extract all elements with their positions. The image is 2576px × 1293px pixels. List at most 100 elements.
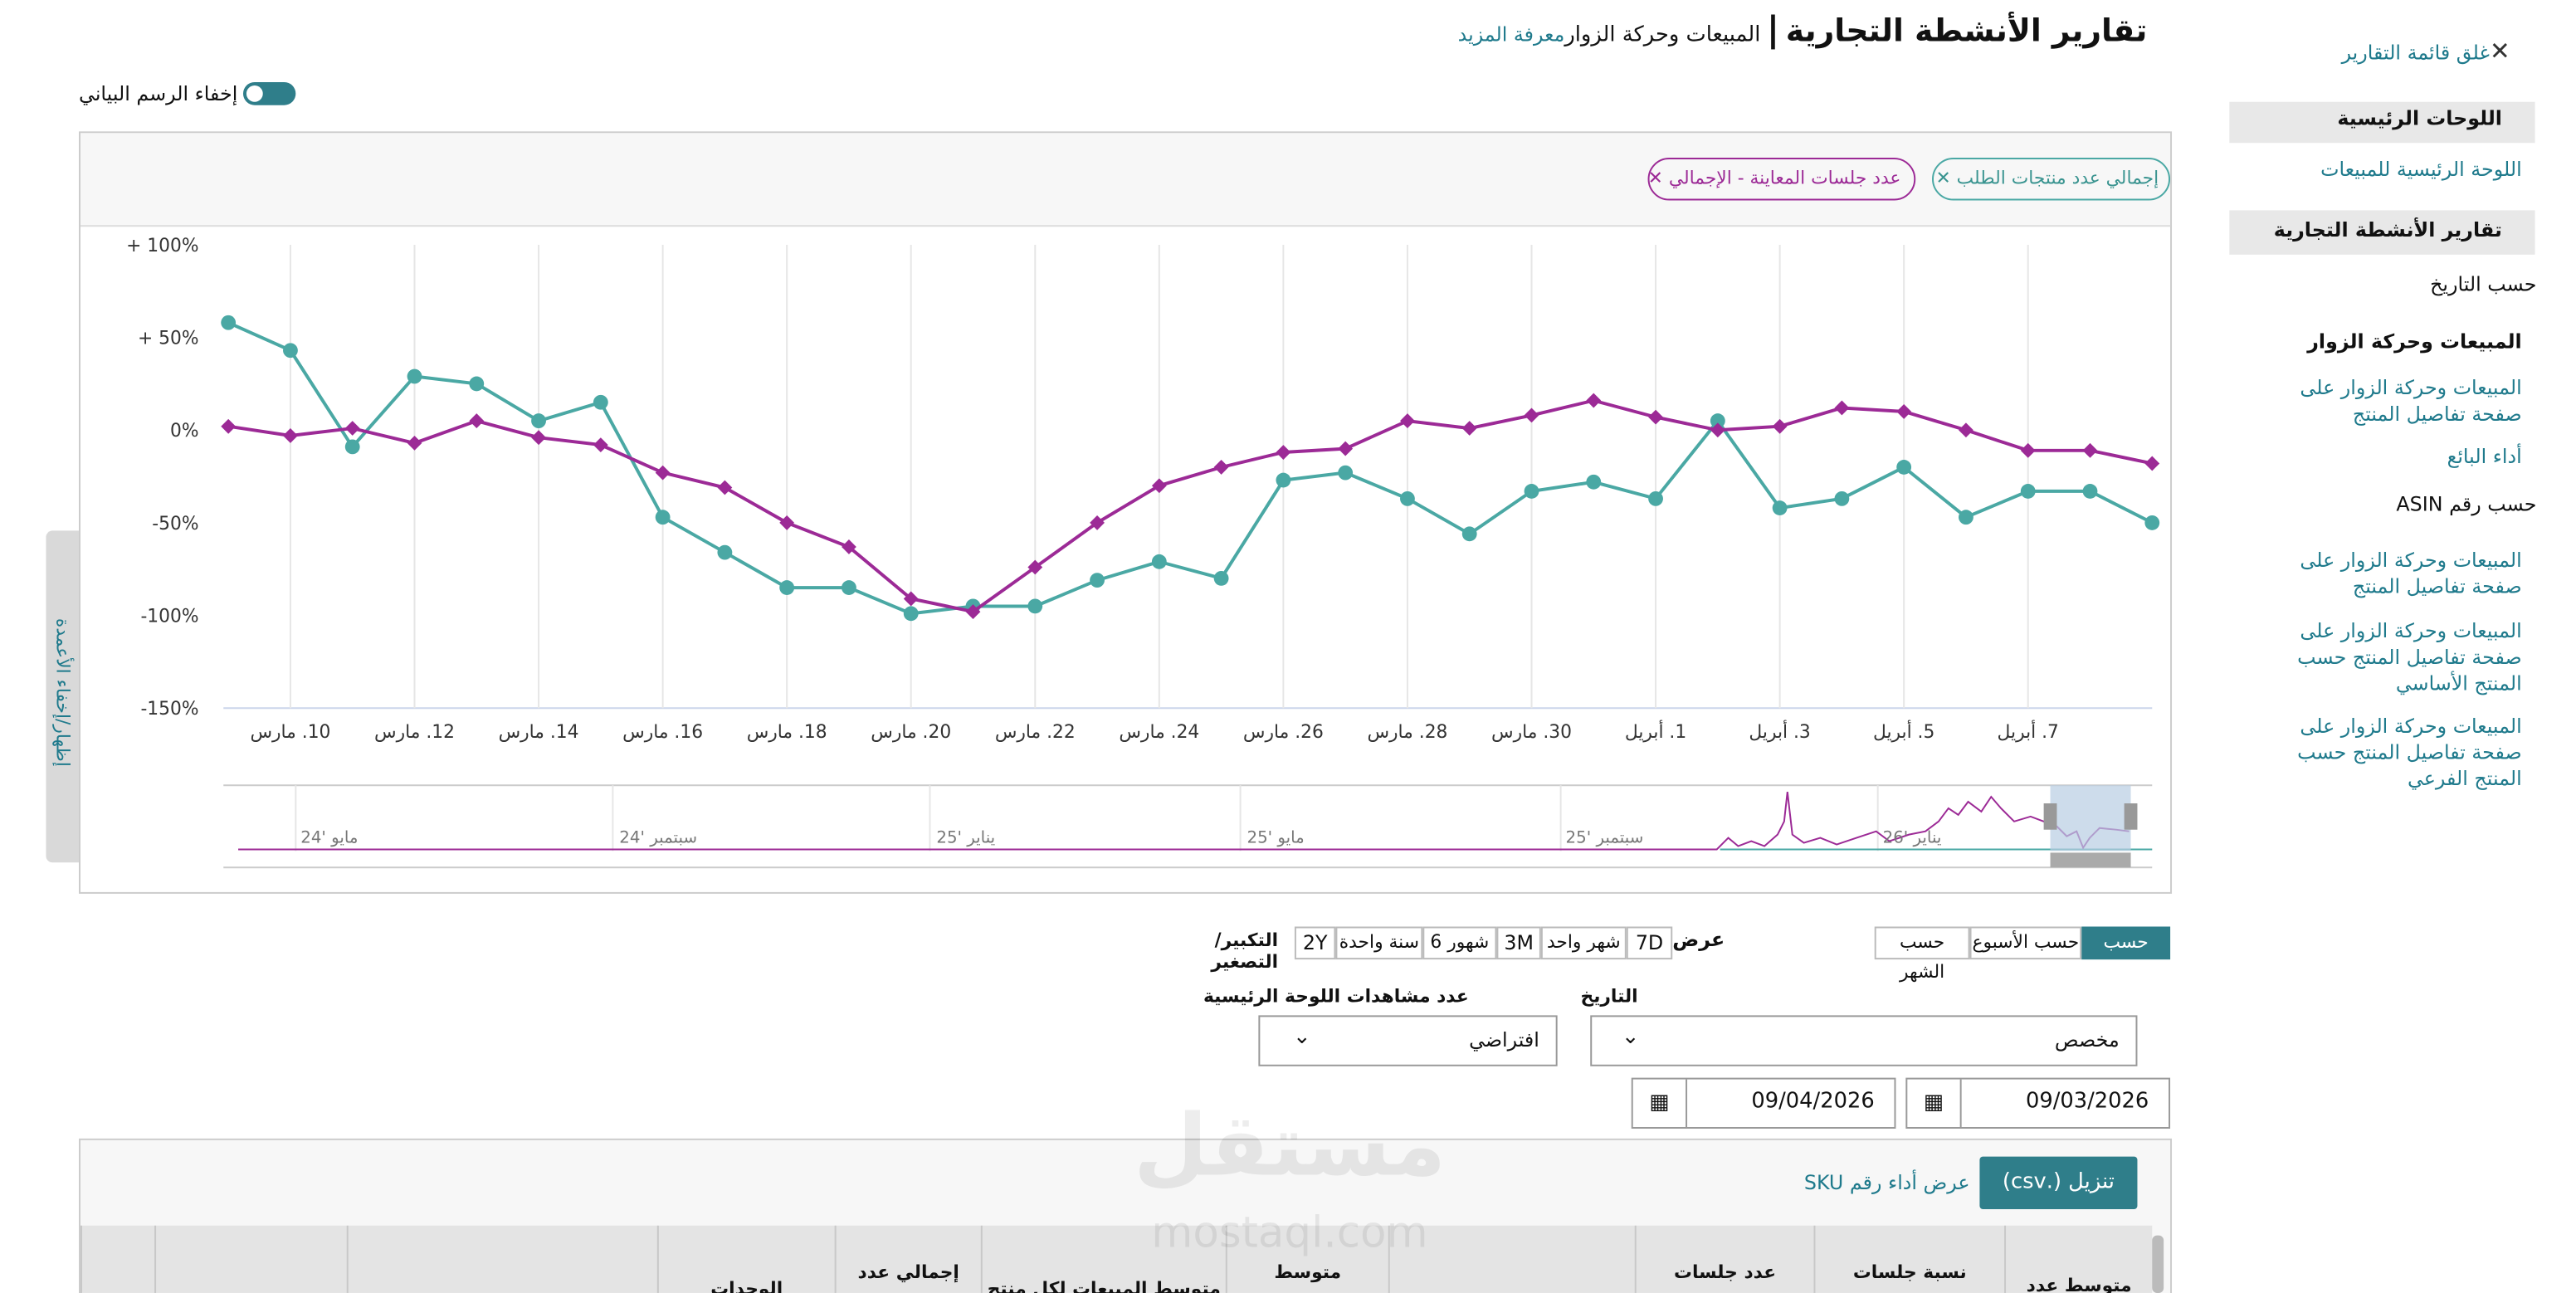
data-point bbox=[344, 421, 360, 436]
data-point bbox=[1648, 409, 1663, 425]
nav-link[interactable]: المبيعات وحركة الزوار على صفحة تفاصيل ال… bbox=[2297, 715, 2522, 791]
series-line bbox=[227, 320, 2154, 616]
date-value: 09/03/2026 bbox=[2025, 1089, 2149, 1115]
granularity-button[interactable]: حسب الأسبوع bbox=[1969, 926, 2082, 960]
data-point bbox=[1090, 573, 1105, 588]
y-tick-label: -100% bbox=[140, 606, 198, 627]
data-point bbox=[2144, 515, 2160, 530]
zoom-button[interactable]: سنة واحدة bbox=[1335, 926, 1423, 960]
x-tick-label: 28. مارس bbox=[1367, 722, 1447, 743]
series-chip[interactable]: عدد جلسات المعاينة - الإجمالي ✕ bbox=[1647, 158, 1916, 201]
nav-subgroup: المبيعات وحركة الزوار bbox=[2307, 329, 2522, 354]
data-point bbox=[1400, 413, 1415, 429]
page-title: تقارير الأنشطة التجارية bbox=[1785, 12, 2148, 50]
data-point bbox=[1772, 500, 1788, 515]
chip-label: عدد جلسات المعاينة - الإجمالي bbox=[1668, 167, 1901, 189]
data-point bbox=[283, 343, 298, 359]
y-tick-label: -50% bbox=[152, 514, 198, 534]
data-point bbox=[1586, 474, 1602, 490]
select-value: مخصص bbox=[2054, 1028, 2120, 1051]
date-input[interactable]: 09/03/2026 ▦ bbox=[1905, 1077, 2171, 1129]
date-input[interactable]: 09/04/2026 ▦ bbox=[1631, 1077, 1896, 1129]
x-tick-label: 14. مارس bbox=[499, 722, 579, 743]
views-select[interactable]: افتراضي ⌄ bbox=[1258, 1015, 1558, 1066]
chart-panel bbox=[79, 131, 2173, 894]
table-header-cell: عدد جلسات bbox=[1634, 1225, 1814, 1293]
data-point bbox=[531, 430, 546, 446]
y-tick-label: -150% bbox=[140, 699, 198, 720]
columns-tab[interactable]: إظهار/إخفاء الأعمدة bbox=[46, 530, 80, 863]
table-header bbox=[80, 1225, 2153, 1293]
navigator-label: 25' سبتمبر bbox=[1566, 828, 1644, 847]
zoom-button[interactable]: 2Y bbox=[1294, 926, 1336, 960]
zoom-button[interactable]: 7D bbox=[1626, 926, 1673, 960]
table-header-cell: متوسط عدد bbox=[2004, 1225, 2152, 1293]
navigator-handle[interactable] bbox=[2124, 803, 2138, 830]
navigator-line bbox=[238, 792, 2130, 851]
data-point bbox=[1276, 445, 1291, 460]
data-point bbox=[1834, 490, 1850, 506]
table-header-cell: إجمالي عدد bbox=[834, 1225, 981, 1293]
navigator-handle[interactable] bbox=[2043, 803, 2057, 830]
date-select[interactable]: مخصص ⌄ bbox=[1590, 1015, 2138, 1066]
granularity-button[interactable]: حسب الشهر bbox=[1874, 926, 1970, 983]
toggle-switch[interactable] bbox=[243, 81, 297, 105]
zoom-button[interactable]: 3M bbox=[1496, 926, 1541, 960]
zoom-button[interactable]: شهر واحد bbox=[1540, 926, 1627, 960]
learn-more[interactable]: معرفة المزيد bbox=[1457, 22, 1565, 46]
data-point bbox=[1772, 418, 1788, 434]
scrollbar[interactable] bbox=[2152, 1235, 2164, 1293]
x-tick-label: 26. مارس bbox=[1243, 722, 1324, 743]
separator: | bbox=[1766, 9, 1780, 50]
data-point bbox=[1461, 526, 1477, 542]
nav-link[interactable]: المبيعات وحركة الزوار على صفحة تفاصيل ال… bbox=[2300, 376, 2522, 426]
zoom-button[interactable]: 6 شهور bbox=[1422, 926, 1497, 960]
data-point bbox=[407, 435, 422, 451]
view-label: عرض bbox=[1672, 928, 1725, 952]
close-reports[interactable]: ✕غلق قائمة التقارير bbox=[2341, 36, 2510, 66]
data-point bbox=[593, 437, 608, 453]
close-text[interactable]: غلق قائمة التقارير bbox=[2341, 41, 2490, 65]
table-header-cell bbox=[80, 1225, 154, 1293]
nav-link[interactable]: أداء البائع bbox=[2447, 445, 2522, 469]
navigator-scrollbar[interactable] bbox=[2050, 852, 2131, 868]
field-label: عدد مشاهدات اللوحة الرئيسية bbox=[1203, 985, 1469, 1008]
data-point bbox=[903, 606, 919, 622]
data-point bbox=[469, 376, 485, 392]
y-tick-label: 0% bbox=[170, 421, 199, 442]
field-label: التاريخ bbox=[1580, 985, 1638, 1008]
data-point bbox=[1834, 400, 1850, 416]
data-point bbox=[903, 591, 919, 607]
data-point bbox=[1213, 460, 1229, 475]
data-point bbox=[593, 394, 608, 410]
page-subtitle: المبيعات وحركة الزوار bbox=[1564, 22, 1761, 48]
data-point bbox=[717, 544, 733, 560]
data-point bbox=[1276, 472, 1291, 488]
data-point bbox=[2020, 484, 2036, 499]
nav-link[interactable]: المبيعات وحركة الزوار على صفحة تفاصيل ال… bbox=[2297, 619, 2522, 695]
y-tick-label: + 50% bbox=[138, 329, 199, 349]
x-tick-label: 7. أبريل bbox=[1998, 720, 2059, 743]
nav-link[interactable]: اللوحة الرئيسية للمبيعات bbox=[2320, 158, 2522, 181]
data-point bbox=[221, 315, 237, 330]
table-header-cell: متوسط bbox=[1225, 1225, 1388, 1293]
navigator-window[interactable] bbox=[2050, 785, 2131, 851]
x-tick-label: 1. أبريل bbox=[1625, 720, 1686, 743]
data-point bbox=[1400, 490, 1415, 506]
sku-link[interactable]: عرض أداء رقم SKU bbox=[1803, 1171, 1970, 1195]
data-point bbox=[1959, 422, 1973, 438]
navigator-label: 24' سبتمبر bbox=[619, 828, 697, 847]
chart-toggle[interactable]: إخفاء الرسم البياني bbox=[79, 81, 297, 105]
data-point bbox=[283, 428, 298, 443]
data-point bbox=[1151, 554, 1167, 569]
table-header-cell bbox=[1388, 1225, 1635, 1293]
nav-group: حسب رقم ASIN bbox=[2396, 492, 2537, 516]
navigator-label: 26' يناير bbox=[1883, 828, 1942, 847]
download-button[interactable]: تنزيل (.csv) bbox=[1979, 1156, 2138, 1209]
series-chip[interactable]: إجمالي عدد منتجات الطلب ✕ bbox=[1932, 158, 2171, 201]
nav-link[interactable]: المبيعات وحركة الزوار على صفحة تفاصيل ال… bbox=[2300, 549, 2522, 598]
navigator bbox=[223, 784, 2153, 869]
granularity-button[interactable]: حسب اليوم bbox=[2081, 926, 2171, 983]
data-point bbox=[2020, 442, 2036, 458]
